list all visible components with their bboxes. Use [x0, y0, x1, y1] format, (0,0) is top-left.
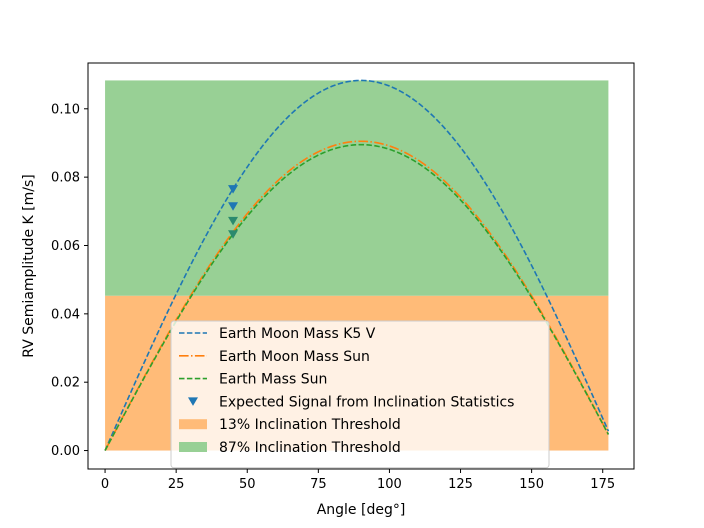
y-tick-label-0: 0.00	[51, 444, 80, 459]
scatter-point-3	[228, 230, 239, 239]
legend-handle-3	[188, 397, 198, 406]
y-tick-label-5: 0.10	[51, 102, 80, 117]
plot-frame	[87, 62, 635, 470]
scatter-point-1	[228, 202, 239, 211]
x-tick-label-6: 150	[519, 477, 544, 492]
x-axis-label: Angle [deg°]	[317, 502, 406, 518]
y-tick-label-3: 0.06	[51, 239, 80, 254]
x-axis-ticks: 0 25 50 75 100 125 150 175	[101, 469, 615, 492]
legend-label-0: Earth Moon Mass K5 V	[219, 326, 376, 342]
legend-label-5: 87% Inclination Threshold	[219, 440, 401, 456]
x-tick-label-4: 100	[377, 477, 402, 492]
y-tick-label-4: 0.08	[51, 171, 80, 186]
legend-label-3: Expected Signal from Inclination Statist…	[219, 394, 514, 410]
x-tick-label-2: 50	[239, 477, 256, 492]
y-axis-label: RV Semiamplitude K [m/s]	[21, 174, 37, 357]
legend-label-4: 13% Inclination Threshold	[219, 417, 401, 433]
y-tick-label-1: 0.02	[51, 376, 80, 391]
x-tick-label-7: 175	[590, 477, 615, 492]
series-line-1	[104, 140, 610, 451]
x-tick-label-3: 75	[310, 477, 327, 492]
series-markers	[228, 185, 239, 239]
x-tick-label-1: 25	[168, 477, 185, 492]
x-tick-label-5: 125	[448, 477, 473, 492]
legend-box	[170, 320, 550, 469]
band-1	[105, 80, 609, 296]
series-lines	[104, 79, 610, 451]
y-tick-label-2: 0.04	[51, 307, 80, 322]
legend-label-1: Earth Moon Mass Sun	[219, 349, 370, 365]
scatter-point-0	[228, 185, 239, 194]
scatter-point-2	[228, 216, 239, 226]
y-axis-ticks: 0.00 0.02 0.04 0.06 0.08 0.10	[51, 102, 88, 459]
legend-label-2: Earth Mass Sun	[219, 372, 327, 388]
series-line-0	[104, 79, 610, 451]
legend-handle-5	[179, 442, 207, 452]
legend: Earth Moon Mass K5 V Earth Moon Mass Sun E…	[170, 320, 550, 469]
x-tick-label-0: 0	[101, 477, 109, 492]
legend-handle-4	[179, 419, 207, 430]
